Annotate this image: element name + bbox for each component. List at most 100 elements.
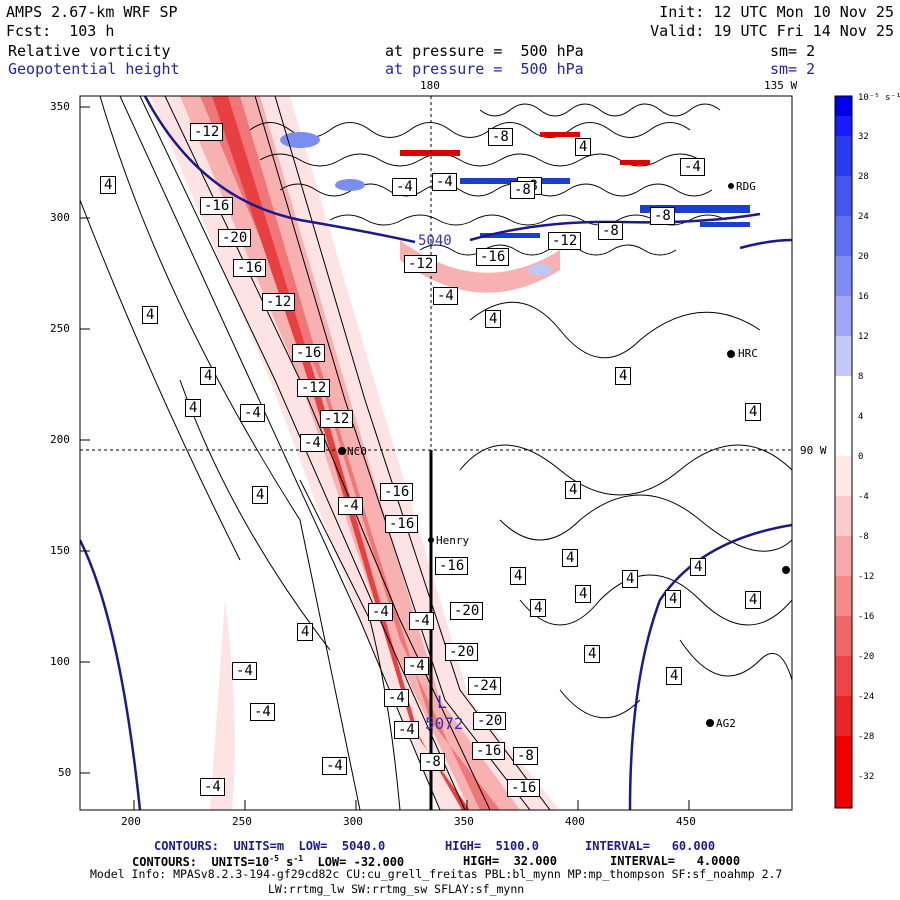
vorticity-contour-label: 4 — [297, 623, 314, 641]
vorticity-contour-label: 4 — [185, 399, 202, 417]
vorticity-patch-north — [400, 240, 560, 293]
station-dot-edge — [782, 566, 790, 574]
colorbar — [834, 95, 853, 809]
colorbar-label: -4 — [858, 492, 869, 502]
vorticity-contour-label: -16 — [292, 344, 326, 362]
smoothing2: sm= 2 — [770, 60, 816, 78]
station-label-henry: Henry — [436, 534, 470, 547]
y-tick-350: 350 — [50, 100, 70, 113]
lon-label-90w: 90 W — [800, 444, 827, 457]
vorticity-contour-label: -12 — [548, 232, 582, 250]
height-contour-high: HIGH= 5100.0 — [445, 839, 539, 853]
vorticity-contour-label: -4 — [200, 778, 225, 796]
station-dot-hrc — [727, 350, 735, 358]
vorticity-contour-label: -4 — [240, 404, 265, 422]
vorticity-contour-label: -4 — [384, 689, 409, 707]
height-contour-mid — [469, 212, 761, 242]
colorbar-label: 12 — [858, 332, 869, 342]
field2-pressure: at pressure = 500 hPa — [385, 60, 584, 78]
y-tick-250: 250 — [50, 322, 70, 335]
lon-label-180: 180 — [420, 79, 440, 92]
vorticity-contour-label: -8 — [510, 181, 535, 199]
vorticity-contour-label: 4 — [745, 403, 762, 421]
vorticity-contour-label: 4 — [584, 645, 601, 663]
colorbar-label: 32 — [858, 132, 869, 142]
vorticity-contour-label: 4 — [575, 585, 592, 603]
vorticity-contour-label: 4 — [252, 486, 269, 504]
vorticity-contour-label: -4 — [338, 497, 363, 515]
vorticity-contour-info: CONTOURS: UNITS=10-5 s-1 LOW= -32.000 — [132, 854, 405, 869]
vorticity-contour-label: -20 — [445, 643, 479, 661]
colorbar-label: 24 — [858, 212, 869, 222]
vorticity-contour-label: -4 — [392, 178, 417, 196]
init-time: Init: 12 UTC Mon 10 Nov 25 — [659, 3, 894, 21]
vorticity-contour-label: -16 — [476, 248, 510, 266]
vorticity-contour-label: -16 — [200, 197, 234, 215]
vorticity-contour-label: -4 — [232, 662, 257, 680]
height-contour-interval: INTERVAL= 60.000 — [585, 839, 716, 853]
vorticity-contour-label: -8 — [650, 207, 675, 225]
axis-ticks — [80, 106, 690, 810]
vorticity-contour-label: 4 — [615, 367, 632, 385]
vorticity-interval: INTERVAL= 4.0000 — [610, 854, 741, 868]
y-tick-100: 100 — [50, 655, 70, 668]
station-dot-henry — [428, 537, 434, 543]
colorbar-label: 20 — [858, 252, 869, 262]
vorticity-contour-label: -8 — [488, 128, 513, 146]
model-info: Model Info: MPASv8.2.3-194-gf29cd82c CU:… — [90, 867, 783, 881]
vorticity-low: LOW= -32.000 — [303, 855, 405, 869]
field1-name: Relative vorticity — [8, 42, 171, 60]
station-dot-rdg — [728, 183, 734, 189]
valid-time: Valid: 19 UTC Fri 14 Nov 25 — [650, 22, 894, 40]
vorticity-contour-label: -4 — [300, 434, 325, 452]
height-contour-range: CONTOURS: UNITS=m LOW= 5040.0 — [154, 839, 386, 853]
colorbar-label: -32 — [858, 772, 875, 782]
height-contour-west — [80, 539, 142, 810]
vorticity-units-exp2: -1 — [293, 854, 304, 863]
colorbar-label: -8 — [858, 532, 869, 542]
lon-label-135w: 135 W — [764, 79, 798, 92]
height-contours — [80, 96, 792, 810]
low-center-letter: L — [437, 693, 448, 713]
vorticity-contour-label: 4 — [666, 667, 683, 685]
x-tick-200: 200 — [121, 815, 141, 828]
vorticity-contour-label: -24 — [468, 677, 502, 695]
vorticity-units-base: CONTOURS: UNITS=10 — [132, 855, 270, 869]
vorticity-contour-label: -20 — [473, 712, 507, 730]
vorticity-contour-label: 4 — [200, 367, 217, 385]
x-tick-300: 300 — [343, 815, 363, 828]
vorticity-contour-label: 4 — [142, 306, 159, 324]
vorticity-contour-label: -12 — [320, 410, 354, 428]
height-contour-north — [143, 96, 416, 244]
vorticity-contour-label: 4 — [530, 599, 547, 617]
vorticity-contour-label: -16 — [435, 557, 469, 575]
vorticity-contour-label: -16 — [472, 742, 506, 760]
vorticity-patch — [210, 600, 235, 810]
smoothing1: sm= 2 — [770, 42, 816, 60]
colorbar-label: 0 — [858, 452, 864, 462]
station-dot-ag2 — [706, 719, 714, 727]
height-contour-label: 5040 — [418, 233, 452, 249]
colorbar-label: -12 — [858, 572, 875, 582]
vorticity-contour-label: -16 — [385, 515, 419, 533]
map-field — [80, 96, 792, 810]
vorticity-contour-label: -4 — [250, 703, 275, 721]
station-label-ag2: AG2 — [716, 717, 736, 730]
vorticity-contour-label: -4 — [394, 721, 419, 739]
colorbar-label: -24 — [858, 692, 875, 702]
y-tick-150: 150 — [50, 544, 70, 557]
field1-pressure: at pressure = 500 hPa — [385, 42, 584, 60]
vorticity-contour-label: -12 — [297, 379, 331, 397]
vorticity-contour-label: -4 — [404, 657, 429, 675]
vorticity-contour-label: -4 — [433, 287, 458, 305]
vorticity-contour-label: 4 — [690, 558, 707, 576]
vorticity-contour-label: 4 — [100, 176, 117, 194]
forecast-hour: Fcst: 103 h — [6, 22, 115, 40]
vorticity-contour-label: 4 — [485, 310, 502, 328]
station-dot-nco — [338, 447, 346, 455]
x-tick-400: 400 — [565, 815, 585, 828]
map-frame — [79, 95, 793, 811]
colorbar-label: 8 — [858, 372, 864, 382]
vorticity-contour-label: -4 — [322, 757, 347, 775]
vorticity-contour-label: -4 — [409, 612, 434, 630]
